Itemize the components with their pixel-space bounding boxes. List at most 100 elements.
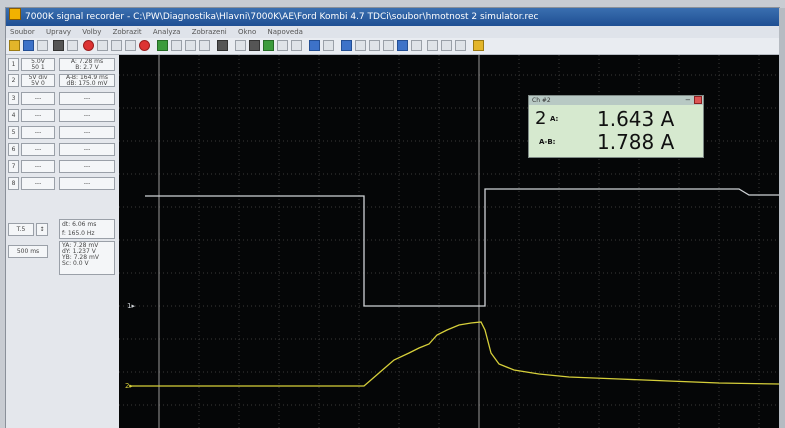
window-edge (779, 8, 785, 428)
print-icon[interactable] (37, 40, 48, 51)
binoculars-icon[interactable] (249, 40, 260, 51)
channel-row: 3 --- --- (8, 92, 116, 105)
check-icon[interactable] (157, 40, 168, 51)
measurement-channel: 2 (535, 108, 547, 129)
window-title: 7000K signal recorder - C:\PW\Diagnostik… (25, 12, 539, 22)
app-icon (9, 8, 21, 20)
channel-panel: 1 5.0V 50 1 A: 7.28 ms B: 2.7 V 2 5V div 5V… (6, 55, 120, 428)
channel-row: 6 --- --- (8, 143, 116, 156)
channel-readout: --- (59, 126, 115, 139)
stop-icon[interactable] (83, 40, 94, 51)
zoom-icon[interactable] (111, 40, 122, 51)
frame-icon[interactable] (291, 40, 302, 51)
channel-row: 5 --- --- (8, 126, 116, 139)
open-folder-icon[interactable] (9, 40, 20, 51)
cursor-icon[interactable] (125, 40, 136, 51)
record-view-icon[interactable] (53, 40, 64, 51)
cursor-readout: A: 7.28 ms B: 2.7 V (59, 58, 115, 71)
close-icon[interactable] (694, 96, 702, 104)
menu-item[interactable]: Okno (237, 28, 257, 36)
menu-bar: Soubor Upravy Volby Zobrazit Analyza Zob… (6, 26, 779, 38)
channel-number[interactable]: 3 (8, 92, 19, 105)
channel-row: 2 5V div 5V 0 A-B: 164.9 ms dB: 175.0 mV (8, 74, 116, 87)
channel-row: 7 --- --- (8, 160, 116, 173)
channel-range-value: 5V 0 (31, 80, 45, 87)
readout-dt: dt: 6.06 ms (62, 221, 97, 228)
contrast-icon[interactable] (217, 40, 228, 51)
channel-2-trace (129, 321, 779, 387)
channel-number[interactable]: 4 (8, 109, 19, 122)
menu-item[interactable]: Soubor (10, 28, 35, 36)
trigger-spinner[interactable]: ↕ (36, 223, 48, 236)
menu-item[interactable]: Napoveda (267, 28, 303, 36)
channel-range-value: 50 1 (31, 64, 45, 71)
menu-item[interactable]: Upravy (46, 28, 72, 36)
close-view-icon[interactable] (455, 40, 466, 51)
trigger-select[interactable]: T.5 (8, 223, 34, 236)
measure-c-icon[interactable] (199, 40, 210, 51)
table-dropdown-icon[interactable] (411, 40, 422, 51)
channel-number[interactable]: 1 (8, 58, 19, 71)
measure-icon[interactable] (171, 40, 182, 51)
channel-setting[interactable]: --- (21, 126, 55, 139)
channel-setting[interactable]: 5V div 5V 0 (21, 74, 55, 87)
menu-item[interactable]: Volby (82, 28, 102, 36)
channel-1-marker[interactable]: 1▸ (127, 302, 135, 310)
measurement-window[interactable]: Ch #2 − 2 A: 1.643 A A-B: 1.788 A (528, 95, 704, 158)
readout-yb: YB: 7.28 mV (62, 254, 99, 261)
magnifier-icon[interactable] (235, 40, 246, 51)
channel-number[interactable]: 7 (8, 160, 19, 173)
measurement-label-ab: A-B: (539, 138, 556, 146)
measurement-value-a: 1.643 A (597, 107, 675, 131)
timebase-select[interactable]: 500 ms (8, 245, 48, 258)
math-dropdown-icon[interactable] (355, 40, 366, 51)
channel-readout: --- (59, 177, 115, 190)
channel-setting[interactable]: --- (21, 109, 55, 122)
menu-item[interactable]: Analyza (152, 28, 181, 36)
menu-item[interactable]: Zobrazit (112, 28, 142, 36)
channel-number[interactable]: 5 (8, 126, 19, 139)
move-icon[interactable] (263, 40, 274, 51)
readout-f: f: 165.0 Hz (62, 230, 95, 237)
menu-item[interactable]: Zobrazeni (191, 28, 227, 36)
channel-row: 8 --- --- (8, 177, 116, 190)
channel-config-icon[interactable] (369, 40, 380, 51)
save-icon[interactable] (23, 40, 34, 51)
window-icon[interactable] (441, 40, 452, 51)
channel-readout: --- (59, 160, 115, 173)
title-bar: 7000K signal recorder - C:\PW\Diagnostik… (6, 8, 779, 26)
channel-setting[interactable]: --- (21, 143, 55, 156)
measure-ab-icon[interactable] (185, 40, 196, 51)
channel-setting[interactable]: --- (21, 92, 55, 105)
channel-setting-value: 5V div (28, 74, 48, 81)
channel-row: 4 --- --- (8, 109, 116, 122)
filter-dropdown-icon[interactable] (323, 40, 334, 51)
layout-icon[interactable] (383, 40, 394, 51)
measurement-value-ab: 1.788 A (597, 130, 675, 154)
channel-1-trace (145, 188, 779, 307)
readout-a: A: 7.28 ms (70, 58, 104, 65)
table-icon[interactable] (397, 40, 408, 51)
grid-icon[interactable] (67, 40, 78, 51)
channel-readout: --- (59, 109, 115, 122)
channel-setting[interactable]: --- (21, 160, 55, 173)
delta-readout: dt: 6.06 ms f: 165.0 Hz (59, 219, 115, 239)
filter-icon[interactable] (309, 40, 320, 51)
channel-setting[interactable]: --- (21, 177, 55, 190)
y-readout: YA: 7.28 mV dY: 1.237 V YB: 7.28 mV Sc: … (59, 241, 115, 275)
channel-number[interactable]: 6 (8, 143, 19, 156)
channel-2-marker[interactable]: 2▸ (125, 382, 133, 390)
channel-setting[interactable]: 5.0V 50 1 (21, 58, 55, 71)
minimize-icon[interactable]: − (685, 96, 691, 104)
channel-number[interactable]: 8 (8, 177, 19, 190)
channel-readout: --- (59, 143, 115, 156)
channel-number[interactable]: 2 (8, 74, 19, 87)
measurement-title-bar[interactable]: Ch #2 − (529, 96, 703, 105)
text-cursor-icon[interactable] (277, 40, 288, 51)
marker-icon[interactable] (139, 40, 150, 51)
split-icon[interactable] (427, 40, 438, 51)
help-icon[interactable] (473, 40, 484, 51)
scope-plot[interactable] (119, 55, 779, 428)
dropdown-icon[interactable] (97, 40, 108, 51)
math-icon[interactable] (341, 40, 352, 51)
